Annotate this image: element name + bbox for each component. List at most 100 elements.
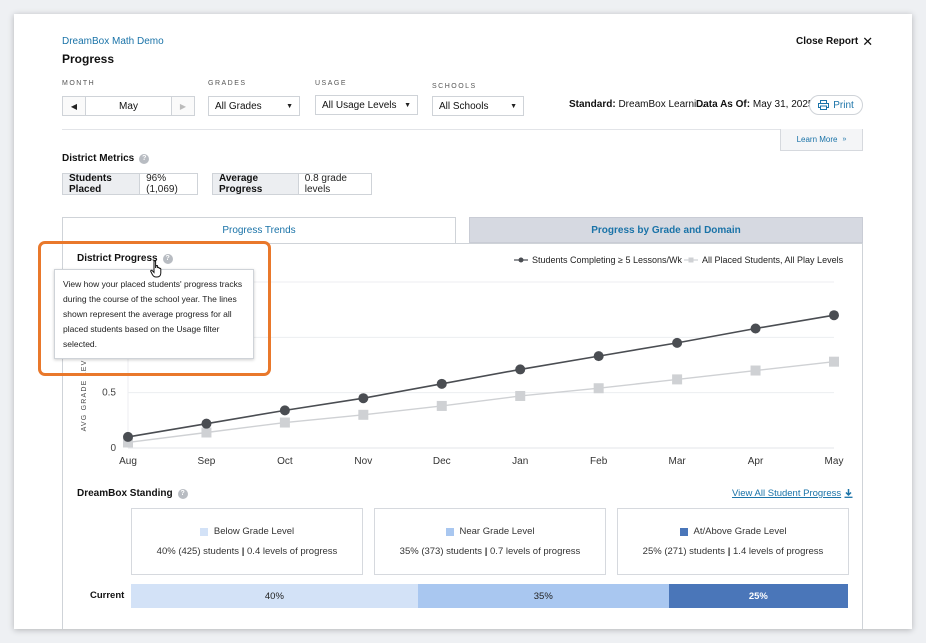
swatch-above bbox=[679, 527, 688, 536]
data-point-series-2 bbox=[201, 427, 212, 438]
data-point-series-2 bbox=[279, 417, 290, 428]
y-tick-label: 0.5 bbox=[102, 388, 116, 399]
standing-above-students: 25% (271) students bbox=[642, 546, 726, 557]
report-card: DreamBox Math Demo Progress Close Report… bbox=[14, 14, 912, 629]
x-tick-label: Oct bbox=[277, 456, 293, 467]
standard-value: DreamBox Learni... bbox=[618, 99, 705, 110]
standing-bar-segment: 25% bbox=[668, 584, 848, 608]
students-placed-value: 96% (1,069) bbox=[140, 173, 197, 195]
standing-card-near: Near Grade Level 35% (373) students | 0.… bbox=[374, 508, 606, 575]
tab-progress-trends[interactable]: Progress Trends bbox=[62, 217, 456, 243]
month-selector: ◀ May ▶ bbox=[62, 96, 195, 116]
series-line-2 bbox=[127, 360, 835, 444]
divider bbox=[62, 129, 862, 130]
data-point-series-2 bbox=[593, 383, 604, 394]
help-icon[interactable]: ? bbox=[177, 488, 188, 499]
dreambox-standing-label: DreamBox Standing bbox=[77, 488, 173, 499]
standing-near-progress: 0.7 levels of progress bbox=[490, 546, 581, 557]
chevron-down-icon: ▼ bbox=[286, 102, 293, 110]
data-point-series-2 bbox=[829, 356, 839, 367]
data-point-series-1 bbox=[358, 393, 369, 404]
district-progress-title: District Progress ? bbox=[77, 253, 173, 264]
x-tick-label: Nov bbox=[354, 456, 372, 467]
data-as-of-value: May 31, 2025 bbox=[752, 99, 814, 110]
data-point-series-2 bbox=[358, 409, 369, 420]
data-point-series-1 bbox=[201, 418, 212, 429]
usage-select[interactable]: All Usage Levels ▼ bbox=[315, 95, 418, 115]
view-all-student-progress-link[interactable]: View All Student Progress bbox=[732, 488, 853, 499]
schools-value: All Schools bbox=[439, 100, 489, 112]
average-progress-metric: Average Progress 0.8 grade levels bbox=[212, 173, 372, 195]
x-tick-label: Apr bbox=[748, 456, 764, 467]
tooltip-highlight bbox=[38, 241, 271, 376]
page-title: Progress bbox=[62, 52, 115, 66]
legend-line-circle-icon bbox=[514, 257, 528, 263]
grades-select[interactable]: All Grades ▼ bbox=[208, 96, 300, 116]
data-point-series-1 bbox=[672, 337, 683, 348]
legend-series-1-label: Students Completing ≥ 5 Lessons/Wk bbox=[532, 255, 683, 265]
printer-icon bbox=[818, 100, 830, 110]
view-all-label: View All Student Progress bbox=[732, 488, 842, 499]
standing-card-above: At/Above Grade Level 25% (271) students … bbox=[617, 508, 849, 575]
schools-label: SCHOOLS bbox=[432, 83, 477, 90]
x-tick-label: Mar bbox=[668, 456, 686, 467]
legend-series-2: All Placed Students, All Play Levels bbox=[684, 255, 843, 265]
data-point-series-2 bbox=[672, 374, 683, 385]
legend-series-2-label: All Placed Students, All Play Levels bbox=[702, 255, 844, 265]
data-point-series-1 bbox=[123, 431, 133, 442]
schools-select[interactable]: All Schools ▼ bbox=[432, 96, 524, 116]
data-point-series-1 bbox=[829, 310, 839, 321]
x-tick-label: Feb bbox=[590, 456, 608, 467]
tab-panel bbox=[62, 243, 863, 629]
standing-near-label: Near Grade Level bbox=[459, 526, 535, 537]
data-point-series-1 bbox=[750, 323, 761, 334]
chevron-down-icon: ▼ bbox=[404, 101, 411, 109]
x-tick-label: Aug bbox=[119, 456, 137, 467]
standing-near-students: 35% (373) students bbox=[399, 546, 483, 557]
standard-label: Standard: bbox=[569, 99, 616, 110]
data-point-series-2 bbox=[750, 365, 761, 376]
data-point-series-1 bbox=[279, 405, 290, 416]
usage-value: All Usage Levels bbox=[322, 99, 397, 111]
app-name: DreamBox Math Demo bbox=[62, 36, 164, 47]
close-report-button[interactable]: Close Report ✕ bbox=[796, 33, 874, 49]
y-tick-label: 0 bbox=[110, 443, 116, 454]
close-report-label: Close Report bbox=[796, 36, 859, 47]
dreambox-standing-title: DreamBox Standing ? bbox=[77, 488, 188, 499]
district-progress-chart: 0 0.5 AVG GRADE LEVEL Aug Sep Oct Nov Dec Jan Feb… bbox=[81, 281, 843, 467]
usage-label: USAGE bbox=[315, 80, 348, 87]
month-label: MONTH bbox=[62, 80, 96, 87]
standing-above-label: At/Above Grade Level bbox=[693, 526, 787, 537]
learn-more-button[interactable]: Learn More » bbox=[780, 129, 863, 151]
current-label: Current bbox=[90, 590, 125, 601]
next-month-button[interactable]: ▶ bbox=[172, 97, 194, 115]
standing-above-progress: 1.4 levels of progress bbox=[733, 546, 824, 557]
data-point-series-2 bbox=[515, 390, 526, 401]
district-metrics-label: District Metrics bbox=[62, 153, 135, 164]
x-tick-label: Jan bbox=[512, 456, 528, 467]
standing-bar-segment: 40% bbox=[131, 584, 418, 608]
data-as-of-label: Data As Of: bbox=[696, 99, 751, 110]
standing-below-label: Below Grade Level bbox=[213, 526, 295, 537]
district-metrics-title: District Metrics ? bbox=[62, 153, 150, 164]
print-button[interactable]: Print bbox=[809, 95, 863, 115]
tooltip: View how your placed students' progress … bbox=[54, 269, 254, 359]
double-chevron-down-icon: » bbox=[842, 136, 847, 143]
help-icon[interactable]: ? bbox=[139, 153, 150, 164]
data-point-series-2 bbox=[436, 400, 447, 411]
standing-bar-segment: 35% bbox=[417, 584, 669, 608]
caret-right-icon: ▶ bbox=[179, 101, 187, 111]
prev-month-button[interactable]: ◀ bbox=[63, 97, 85, 115]
x-tick-label: Sep bbox=[198, 456, 216, 467]
data-point-series-1 bbox=[593, 351, 604, 362]
tab-progress-by-grade-and-domain[interactable]: Progress by Grade and Domain bbox=[469, 217, 863, 243]
average-progress-label: Average Progress bbox=[213, 173, 299, 195]
standing-below-progress: 0.4 levels of progress bbox=[247, 546, 338, 557]
students-placed-metric: Students Placed 96% (1,069) bbox=[62, 173, 198, 195]
help-icon[interactable]: ? bbox=[162, 253, 173, 264]
grades-value: All Grades bbox=[215, 100, 262, 112]
x-tick-label: Dec bbox=[433, 456, 451, 467]
data-point-series-1 bbox=[515, 364, 526, 375]
legend-series-1: Students Completing ≥ 5 Lessons/Wk bbox=[514, 255, 682, 265]
close-icon: ✕ bbox=[862, 33, 874, 49]
